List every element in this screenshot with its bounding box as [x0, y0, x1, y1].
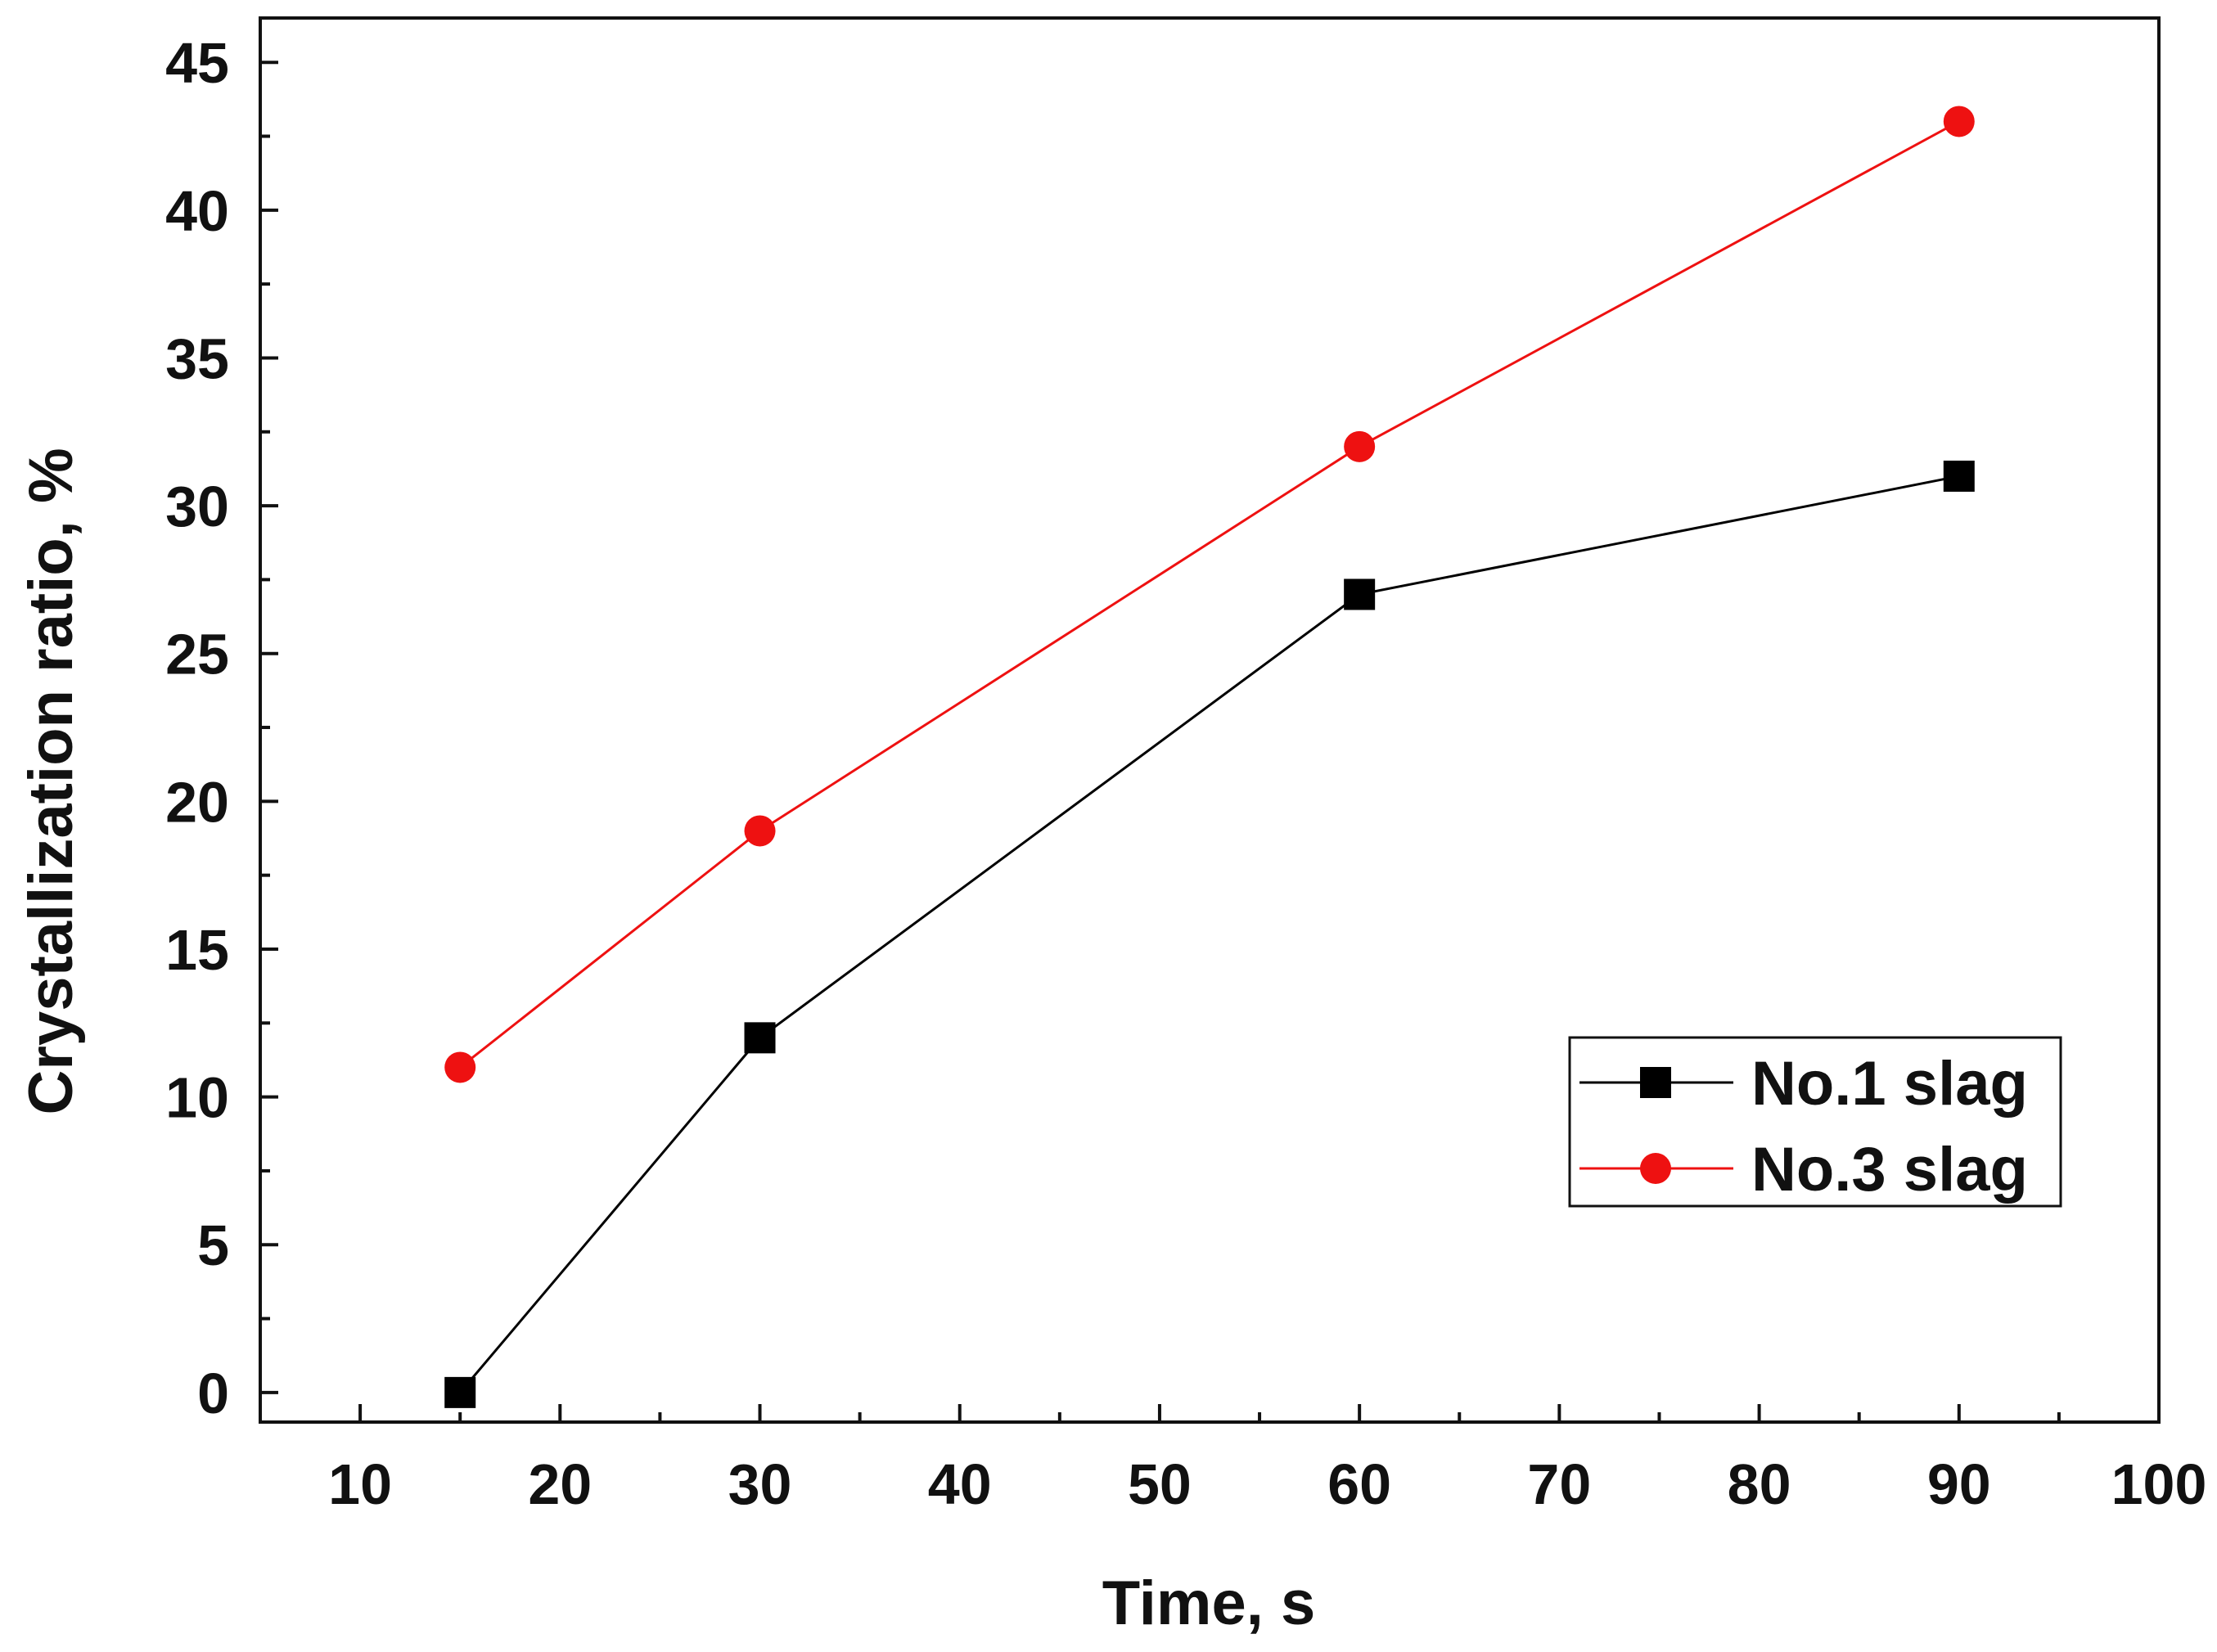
x-tick-label: 80 — [1728, 1452, 1791, 1516]
legend-label-no-1-slag: No.1 slag — [1751, 1049, 2028, 1119]
x-tick-label: 40 — [928, 1452, 992, 1516]
y-tick-label: 10 — [165, 1066, 229, 1130]
y-tick-label: 30 — [165, 475, 229, 538]
y-tick-label: 15 — [165, 918, 229, 982]
data-point-no-3-slag — [1344, 430, 1376, 462]
data-point-no-3-slag — [744, 815, 776, 847]
data-point-no-3-slag — [444, 1051, 476, 1083]
y-axis-title: Crystallization ratio, % — [16, 448, 86, 1114]
series-line-no-3-slag — [459, 120, 1960, 1069]
data-point-no-3-slag — [1943, 106, 1975, 137]
x-tick-label: 10 — [328, 1452, 392, 1516]
legend-item-no-1-slag: No.1 slag — [1579, 1049, 2028, 1119]
y-tick-label: 20 — [165, 770, 229, 834]
legend-marker-no-1-slag — [1640, 1067, 1671, 1098]
data-point-no-1-slag — [1344, 578, 1376, 610]
y-tick-label: 45 — [165, 31, 229, 95]
series-no-1-slag — [444, 460, 1975, 1408]
data-point-no-1-slag — [744, 1022, 776, 1054]
x-tick-label: 30 — [728, 1452, 792, 1516]
x-tick-label: 90 — [1927, 1452, 1991, 1516]
series-line-no-1-slag — [459, 475, 1960, 1393]
legend-item-no-3-slag: No.3 slag — [1579, 1135, 2028, 1204]
legend-marker-no-3-slag — [1640, 1153, 1671, 1184]
x-tick-label: 100 — [2111, 1452, 2207, 1516]
y-tick-label: 35 — [165, 326, 229, 390]
y-tick-label: 0 — [197, 1362, 229, 1425]
x-tick-label: 50 — [1128, 1452, 1192, 1516]
data-point-no-1-slag — [1943, 460, 1975, 492]
series-no-3-slag — [444, 106, 1975, 1083]
data-point-no-1-slag — [444, 1376, 476, 1408]
legend: No.1 slag No.3 slag — [1568, 1036, 2062, 1208]
x-axis-title: Time, s — [1102, 1569, 1316, 1638]
x-tick-label: 70 — [1527, 1452, 1591, 1516]
y-tick-label: 5 — [197, 1213, 229, 1277]
legend-label-no-3-slag: No.3 slag — [1751, 1135, 2028, 1204]
x-tick-label: 60 — [1327, 1452, 1391, 1516]
plot-frame — [259, 16, 2161, 1424]
x-tick-label: 20 — [528, 1452, 592, 1516]
y-tick-label: 40 — [165, 179, 229, 243]
y-tick-label: 25 — [165, 623, 229, 686]
